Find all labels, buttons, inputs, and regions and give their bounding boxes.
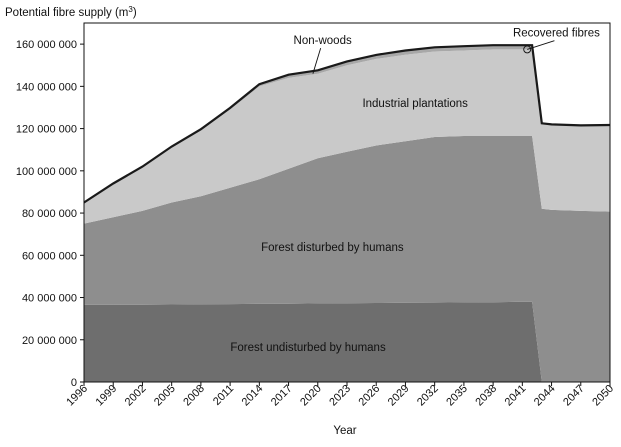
area-forest-disturbed-by-humans xyxy=(84,136,610,382)
x-tick-label: 1999 xyxy=(94,383,120,409)
x-tick-label: 2041 xyxy=(503,383,529,409)
x-tick-label: 2026 xyxy=(357,383,383,409)
x-tick-label: 2017 xyxy=(269,383,295,409)
annotation-leader xyxy=(312,47,322,74)
y-axis-title: Potential fibre supply (m3) xyxy=(5,5,137,20)
labels-layer: Forest undisturbed by humans Forest distu… xyxy=(230,28,600,354)
band-label: Forest disturbed by humans xyxy=(261,242,404,254)
x-tick-label: 2029 xyxy=(386,383,412,409)
annotation-leader xyxy=(527,40,555,50)
band-label: Forest undisturbed by humans xyxy=(230,342,386,354)
x-axis-title: Year xyxy=(333,425,356,437)
x-tick-label: 2020 xyxy=(298,383,324,409)
annotation-marker xyxy=(523,45,532,54)
x-tick-label: 1996 xyxy=(64,383,90,409)
x-tick-label: 2014 xyxy=(240,383,266,409)
lines-layer xyxy=(83,44,611,204)
x-tick-label: 2032 xyxy=(415,383,441,409)
area-industrial-plantations xyxy=(84,49,610,224)
x-tick-label: 2044 xyxy=(532,383,558,409)
areas-layer xyxy=(84,45,610,382)
y-tick-label: 140 000 000 xyxy=(16,81,77,93)
area-forest-undisturbed-by-humans xyxy=(84,301,610,382)
y-tick-label: 20 000 000 xyxy=(22,335,77,347)
annotation-label: Recovered fibres xyxy=(513,28,600,40)
y-tick-label: 100 000 000 xyxy=(16,166,77,178)
x-tick-label: 2008 xyxy=(181,383,207,409)
x-tick-label: 2050 xyxy=(590,383,616,409)
y-tick-label: 40 000 000 xyxy=(22,293,77,305)
x-tick-label: 2011 xyxy=(211,383,236,408)
y-tick-label: 0 xyxy=(71,377,77,389)
y-tick-label: 120 000 000 xyxy=(16,124,77,136)
total-supply-line xyxy=(83,44,611,204)
x-tick-label: 2005 xyxy=(152,383,178,409)
x-tick-label: 2035 xyxy=(444,383,470,409)
y-tick-label: 160 000 000 xyxy=(16,39,77,51)
y-tick-label: 80 000 000 xyxy=(22,208,77,220)
y-tick-label: 60 000 000 xyxy=(22,250,77,262)
annotation-label: Non-woods xyxy=(294,35,352,47)
band-label: Industrial plantations xyxy=(362,98,468,110)
x-tick-label: 2023 xyxy=(327,383,353,409)
x-tick-label: 2002 xyxy=(123,383,149,409)
x-tick-label: 2038 xyxy=(473,383,499,409)
x-tick-label: 2047 xyxy=(561,383,587,409)
